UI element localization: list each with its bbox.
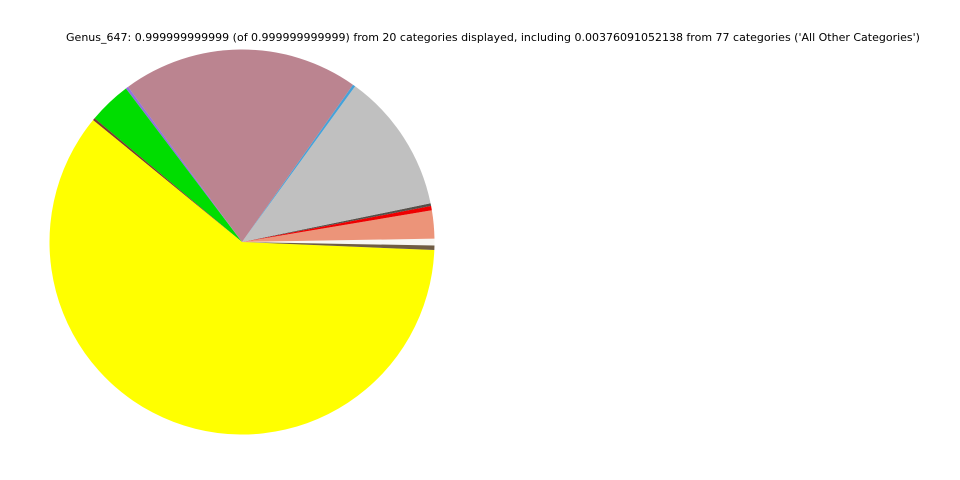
- brown-sliver: [242, 242, 435, 251]
- mediumpurple-sliver: [125, 86, 242, 242]
- darkred-sliver: [93, 118, 242, 242]
- blue-sliver: [242, 84, 356, 242]
- dark-gray-sliver: [242, 203, 432, 242]
- chart-title: Genus_647: 0.999999999999 (of 0.99999999…: [66, 31, 920, 44]
- white-slice: [242, 238, 435, 246]
- darksalmon-slice: [242, 210, 435, 242]
- rosybrown-slice: [128, 49, 353, 242]
- yellow-slice: [49, 120, 435, 435]
- green-slice: [94, 88, 242, 242]
- red-sliver: [242, 205, 432, 242]
- silver-slice: [242, 86, 431, 242]
